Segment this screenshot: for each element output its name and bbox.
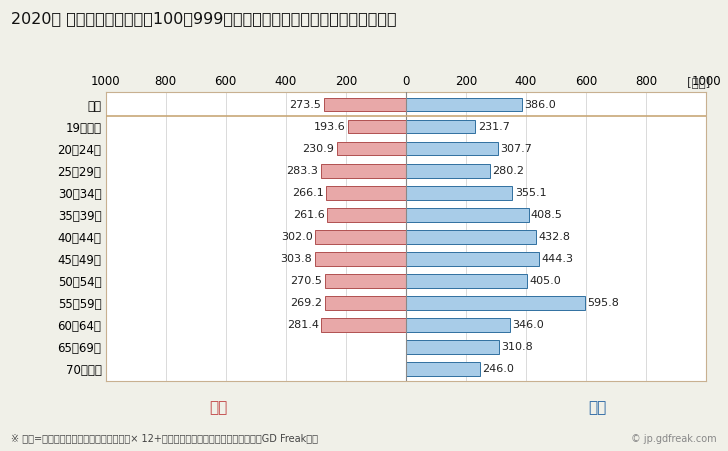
Text: 346.0: 346.0 (513, 320, 544, 330)
Text: 355.1: 355.1 (515, 188, 547, 198)
Bar (314, 252, 406, 266)
Bar (348, 120, 406, 133)
Text: 2020年 民間企業（従業者数100〜999人）フルタイム労働者の男女別平均年収: 2020年 民間企業（従業者数100〜999人）フルタイム労働者の男女別平均年収 (11, 11, 397, 26)
Bar (406, 230, 536, 244)
Text: 302.0: 302.0 (281, 232, 313, 242)
Text: 女性: 女性 (209, 400, 228, 416)
Bar (406, 296, 585, 310)
Text: 246.0: 246.0 (482, 364, 514, 374)
Text: 303.8: 303.8 (280, 254, 312, 264)
Text: 307.7: 307.7 (501, 143, 533, 154)
Text: 266.1: 266.1 (292, 188, 323, 198)
Bar (325, 296, 406, 310)
Bar (336, 142, 406, 156)
Bar (406, 252, 539, 266)
Bar (315, 230, 406, 244)
Text: [万円]: [万円] (687, 77, 710, 90)
Text: 405.0: 405.0 (530, 276, 561, 286)
Text: 281.4: 281.4 (287, 320, 319, 330)
Bar (324, 98, 406, 111)
Bar (406, 98, 522, 111)
Bar (406, 120, 475, 133)
Text: 283.3: 283.3 (287, 166, 318, 176)
Text: 444.3: 444.3 (542, 254, 574, 264)
Text: 408.5: 408.5 (531, 210, 563, 220)
Bar (406, 340, 499, 354)
Text: 280.2: 280.2 (492, 166, 524, 176)
Text: 261.6: 261.6 (293, 210, 325, 220)
Bar (406, 274, 528, 288)
Text: ※ 年収=「きまって支給する現金給与額」× 12+「年間賞与その他特別給与額」としてGD Freak推計: ※ 年収=「きまって支給する現金給与額」× 12+「年間賞与その他特別給与額」と… (11, 433, 318, 443)
Text: 386.0: 386.0 (524, 100, 556, 110)
Text: 310.8: 310.8 (502, 342, 534, 352)
Bar (406, 362, 480, 376)
Bar (406, 208, 529, 221)
Text: 269.2: 269.2 (290, 298, 323, 308)
Text: 193.6: 193.6 (314, 122, 345, 132)
Bar (325, 274, 406, 288)
Bar (406, 164, 490, 178)
Text: 230.9: 230.9 (302, 143, 334, 154)
Bar (406, 186, 513, 199)
Text: 273.5: 273.5 (290, 100, 321, 110)
Text: © jp.gdfreak.com: © jp.gdfreak.com (631, 434, 717, 444)
Bar (326, 186, 406, 199)
Text: 595.8: 595.8 (587, 298, 619, 308)
Text: 231.7: 231.7 (478, 122, 510, 132)
Text: 432.8: 432.8 (538, 232, 570, 242)
Bar (321, 164, 406, 178)
Bar (321, 318, 406, 332)
Bar (406, 318, 510, 332)
Bar (328, 208, 406, 221)
Text: 男性: 男性 (587, 400, 606, 416)
Bar (406, 142, 498, 156)
Text: 270.5: 270.5 (290, 276, 323, 286)
